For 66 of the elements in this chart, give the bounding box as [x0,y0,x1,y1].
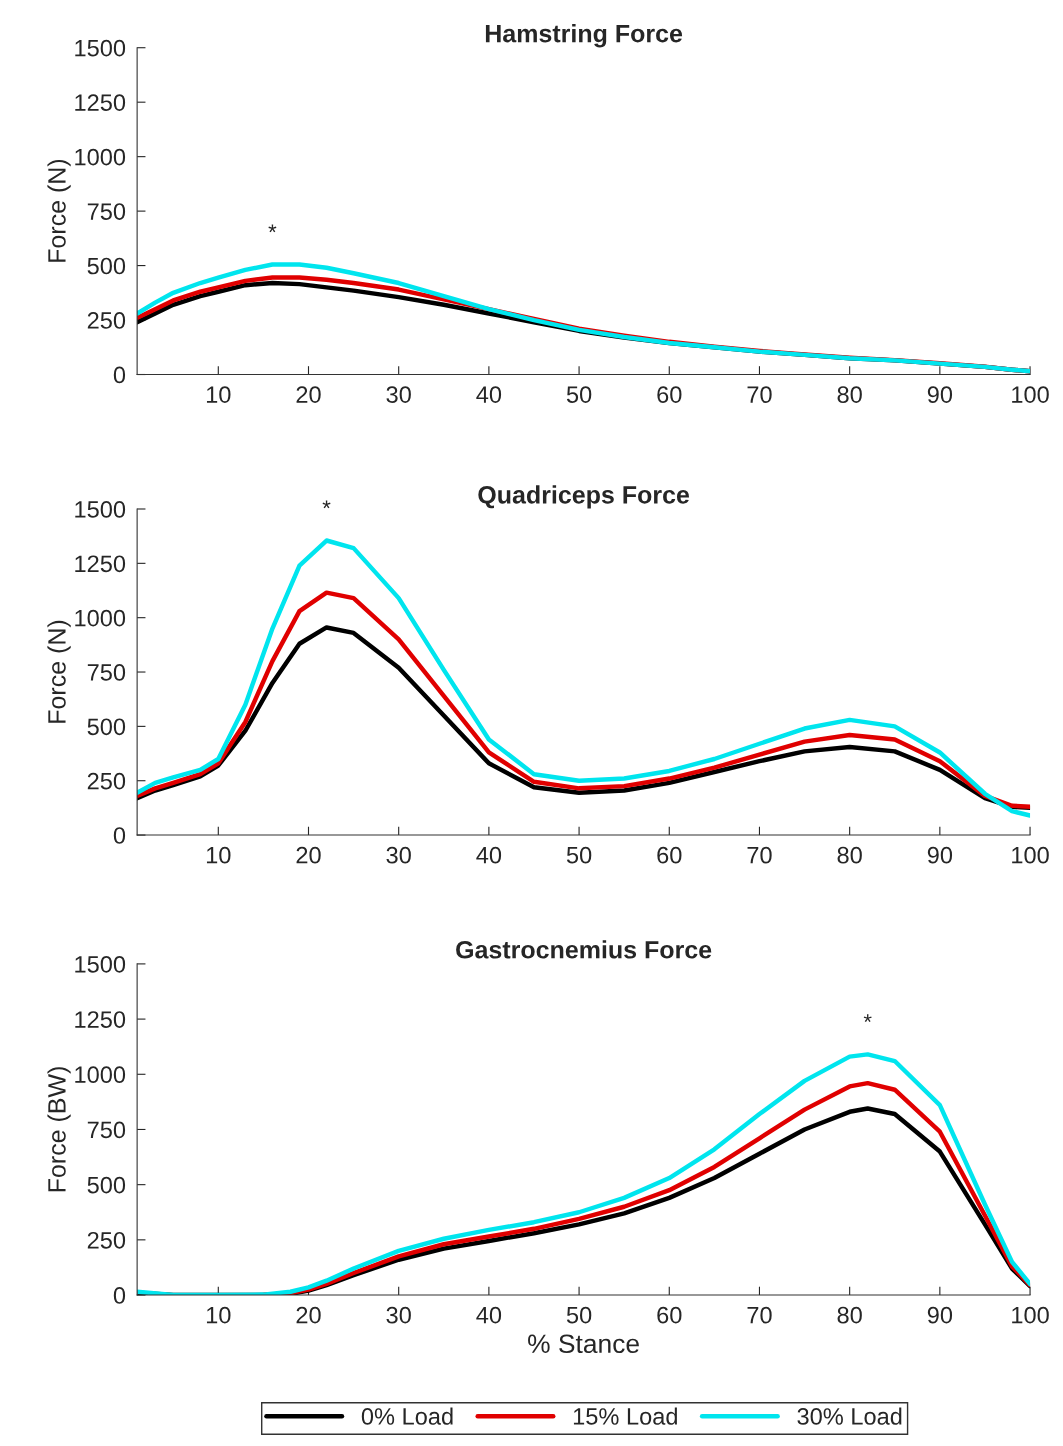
y-axis-title: Force (N) [47,159,71,262]
x-tick-label: 50 [566,386,592,403]
legend-label: 0% Load [361,1407,453,1425]
x-tick-label: 90 [927,846,953,864]
y-tick-label: 1250 [75,555,126,573]
chart-title: Hamstring Force [485,24,683,48]
x-tick-label: 100 [1012,386,1049,403]
x-tick-label: 20 [296,846,321,864]
y-tick-label: 750 [87,203,126,220]
text: * [322,500,331,509]
x-tick-label: 40 [476,1306,502,1324]
y-tick-label: 1250 [75,94,126,111]
y-tick-label: 1000 [75,609,126,627]
x-tick-label: 80 [837,846,862,864]
y-tick-label: 1500 [75,501,126,518]
y-tick-label: 750 [87,664,126,681]
y-tick-label: 500 [87,257,126,275]
x-tick-label: 90 [927,386,953,403]
x-tick-label: 60 [657,386,682,403]
y-tick-label: 1500 [75,955,126,973]
chart-title: Gastrocnemius Force [456,940,712,959]
y-tick-label: 250 [87,1231,126,1249]
annotation: * [268,224,277,233]
y-tick-label: 1500 [75,39,126,57]
x-tick-label: 50 [566,846,592,864]
annotation: * [863,1014,872,1023]
y-tick-label: 750 [87,1121,126,1139]
x-tick-label: 60 [657,846,682,864]
x-tick-label: 20 [296,386,321,403]
x-axis-title: % Stance [528,1334,639,1354]
y-tick-label: 1000 [75,148,126,166]
legend-label: 30% Load [797,1407,902,1425]
x-tick-label: 50 [566,1306,592,1324]
x-tick-label: 20 [296,1306,321,1324]
x-tick-label: 40 [476,386,502,403]
x-tick-label: 30 [386,1306,411,1324]
x-tick-label: 40 [476,846,502,864]
y-axis-title: Force (BW) [47,1067,71,1192]
x-tick-label: 30 [386,846,411,864]
y-tick-label: 500 [87,718,126,736]
y-tick-label: 250 [87,772,126,790]
y-tick-label: 0 [113,366,126,384]
x-tick-label: 10 [206,846,231,864]
x-tick-label: 100 [1012,1306,1049,1324]
x-tick-label: 60 [657,1306,682,1324]
line-series [137,590,1031,810]
y-tick-label: 500 [87,1176,126,1194]
x-tick-label: 10 [206,1306,231,1324]
y-tick-label: 250 [87,312,126,329]
line-series [137,538,1031,818]
x-tick-label: 100 [1012,846,1049,864]
y-axis-title: Force (N) [47,620,71,723]
x-tick-label: 70 [747,386,772,403]
y-tick-label: 1000 [75,1066,126,1084]
x-tick-label: 80 [837,386,862,403]
chart-title: Quadriceps Force [478,485,690,509]
x-tick-label: 70 [747,1306,772,1324]
y-tick-label: 1250 [75,1011,126,1028]
x-tick-label: 80 [837,1306,862,1324]
legend-label: 15% Load [573,1407,677,1425]
x-tick-label: 70 [747,846,772,864]
y-tick-label: 0 [113,1287,126,1304]
x-tick-label: 30 [386,386,411,403]
y-tick-label: 0 [113,827,126,844]
x-tick-label: 90 [927,1306,953,1324]
x-tick-label: 10 [206,386,231,403]
